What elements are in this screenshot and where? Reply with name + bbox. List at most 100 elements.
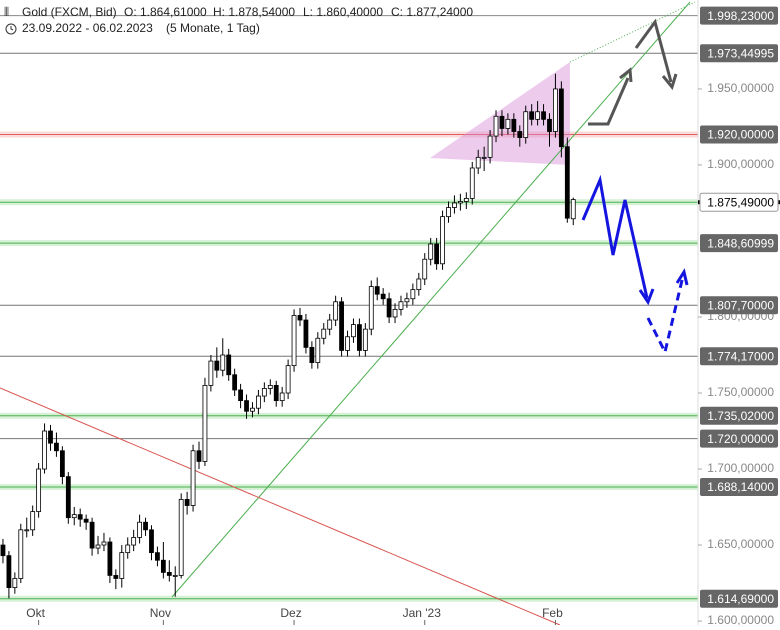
candle-body [469, 167, 475, 199]
candle-body [42, 430, 47, 470]
candle-body [457, 201, 463, 204]
scenario-arrows-up [588, 18, 678, 126]
candle-body [493, 115, 499, 137]
candle-body [149, 529, 154, 554]
trend-line-down [0, 387, 561, 626]
candle-body [356, 324, 362, 351]
candle-body [303, 319, 309, 348]
y-tick-label: 1.750,00000 [707, 385, 774, 399]
level-label: 1.688,14000 [707, 480, 774, 494]
candle-body [24, 529, 30, 532]
candle-body [339, 301, 344, 351]
y-tick-label: 1.900,00000 [707, 157, 774, 171]
candle-body [315, 337, 321, 363]
clock-hand [10, 26, 14, 31]
level-label: 1.973,44995 [707, 46, 774, 60]
triangle-pattern [430, 62, 570, 165]
candle-body [184, 499, 190, 506]
candle-body [541, 111, 546, 120]
candle-body [83, 518, 89, 523]
candle-body [351, 324, 356, 338]
candle-body [345, 336, 350, 351]
candle-body [131, 537, 137, 546]
level-label: 1.848,60999 [707, 236, 774, 250]
candle-body [244, 400, 249, 412]
level-label-box [700, 478, 778, 497]
instrument: Gold (FXCM, Bid) [22, 5, 117, 19]
candle-body [256, 395, 261, 409]
level-label-box [699, 192, 779, 212]
y-tick-label: 1.950,00000 [707, 81, 774, 95]
candle-body [238, 389, 243, 402]
date-range: 23.09.2022 - 06.02.2023 [22, 21, 153, 35]
candle-body [547, 118, 552, 132]
header-icon: ⫴ [4, 5, 9, 19]
level-label: 1.998,23000 [707, 9, 774, 23]
candle-body [155, 552, 160, 561]
trend-line-extension [569, 1, 696, 63]
level-label-box [700, 347, 778, 366]
candle-body [463, 198, 469, 202]
level-label-box [700, 429, 778, 448]
level-label-box [700, 125, 778, 144]
high: H: 1.878,54000 [213, 5, 295, 19]
candle-body [481, 156, 487, 159]
level-label-box [700, 589, 778, 608]
candle-body [285, 365, 291, 394]
candle-body [119, 552, 125, 579]
candle-body [101, 541, 107, 546]
candle-body [232, 374, 238, 391]
candle-body [250, 407, 255, 412]
candle-body [172, 575, 178, 577]
candle-body [220, 354, 226, 371]
candle-body [166, 571, 172, 576]
level-label: 1.614,69000 [707, 592, 774, 606]
y-tick-label: 1.600,00000 [707, 613, 774, 625]
candle-body [214, 360, 220, 371]
y-tick-label: 1.700,00000 [707, 461, 774, 475]
candle-body [12, 578, 18, 589]
level-label-box [700, 406, 778, 425]
candle-body [404, 298, 410, 303]
candle-body [327, 319, 333, 330]
x-tick-label: Dez [280, 606, 301, 620]
candle-body [374, 286, 380, 295]
candle-body [475, 156, 481, 169]
level-label: 1.720,00000 [707, 432, 774, 446]
candle-body [107, 541, 113, 576]
candle-body [511, 118, 517, 132]
candle-body [125, 544, 131, 554]
time-span: (5 Monate, 1 Tag) [166, 21, 260, 35]
y-tick-label: 1.650,00000 [707, 537, 774, 551]
candle-body [279, 392, 285, 402]
header: ⫴ Gold (FXCM, Bid) O: 1.864,61000 H: 1.8… [4, 5, 473, 35]
candle-body [267, 384, 273, 389]
level-label: 1.774,17000 [707, 349, 774, 363]
candle-body [517, 131, 523, 138]
candle-body [65, 476, 71, 519]
candle-body [71, 514, 77, 519]
candle-body [523, 111, 529, 138]
candle-body [54, 442, 59, 452]
candle-body [558, 88, 564, 148]
candle-body [113, 575, 119, 579]
candle-body [178, 499, 184, 576]
candle-body [440, 216, 445, 265]
candle-body [428, 243, 434, 260]
candle-body [410, 289, 416, 300]
low: L: 1.860,40000 [303, 5, 383, 19]
close: C: 1.877,24000 [391, 5, 473, 19]
candle-body [291, 315, 297, 367]
candle-body [226, 354, 232, 376]
candle-body [309, 346, 315, 363]
candle-body [446, 207, 451, 218]
candle-body [30, 511, 36, 531]
candle-body [564, 146, 570, 219]
candle-body [434, 243, 440, 265]
clock-icon [5, 23, 17, 35]
candle-body [380, 293, 386, 300]
scenario-arrows-down [581, 174, 689, 357]
candle-body [196, 450, 202, 462]
candle-body [137, 521, 143, 538]
candle-body [89, 521, 95, 549]
